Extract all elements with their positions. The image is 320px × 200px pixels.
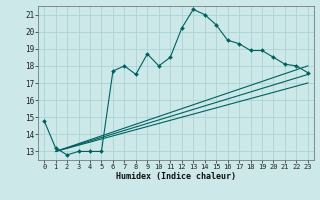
X-axis label: Humidex (Indice chaleur): Humidex (Indice chaleur) <box>116 172 236 181</box>
